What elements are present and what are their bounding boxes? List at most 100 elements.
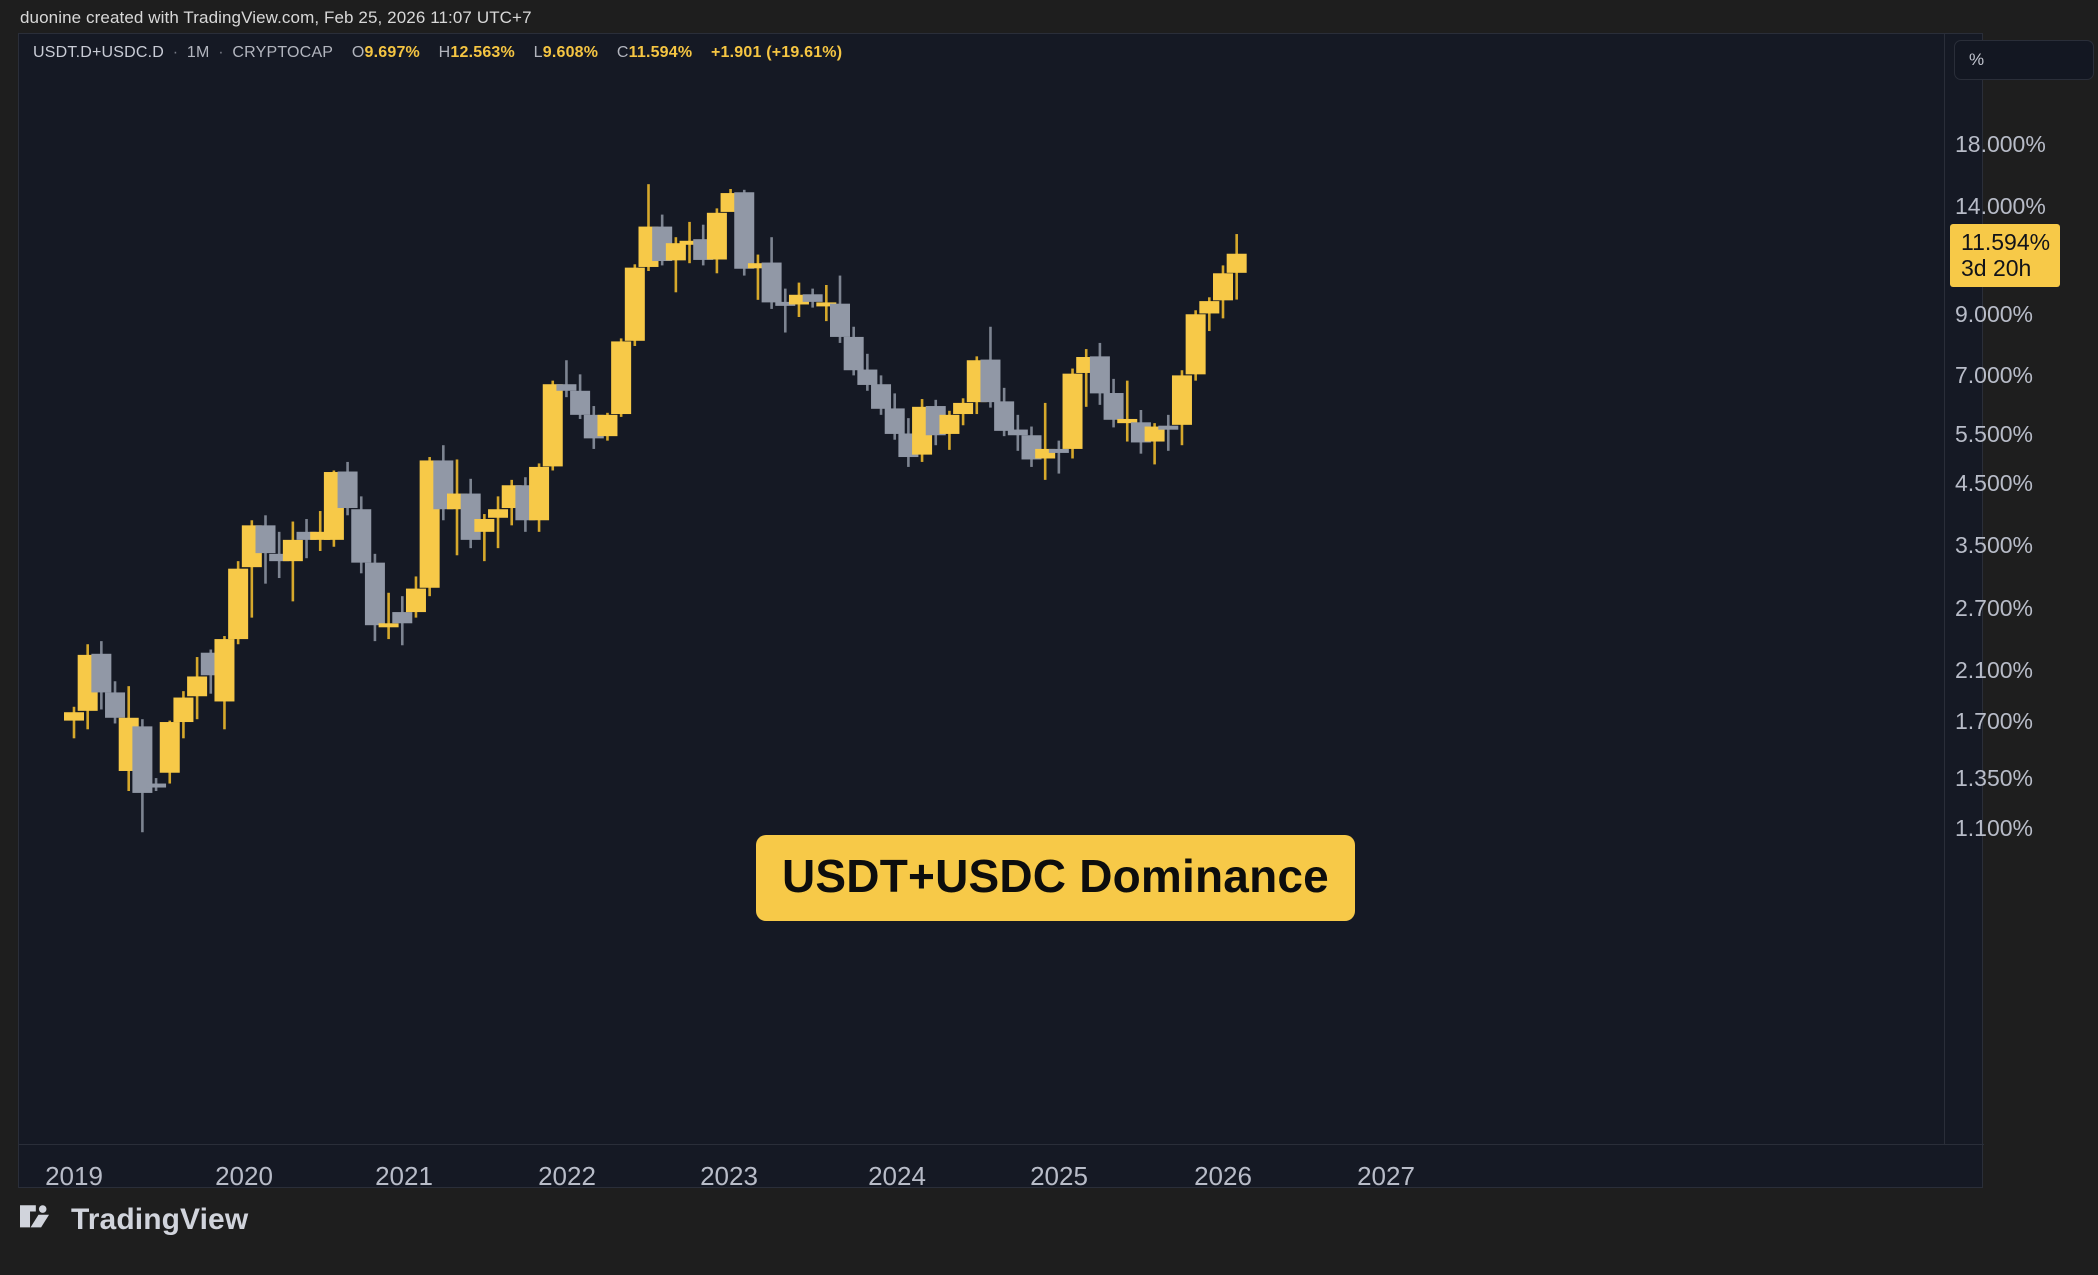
- price-axis-divider: [1944, 34, 1945, 1144]
- tradingview-wordmark: TradingView: [71, 1203, 249, 1236]
- candlestick: [337, 461, 358, 516]
- time-tick-label[interactable]: 2023: [700, 1161, 758, 1191]
- candlestick: [1089, 342, 1110, 405]
- candlestick: [1226, 234, 1247, 300]
- legend-low-label: L: [533, 44, 543, 61]
- candlestick: [460, 478, 481, 549]
- time-tick-label[interactable]: 2022: [538, 1161, 596, 1191]
- legend-symbol[interactable]: USDT.D+USDC.D: [33, 44, 165, 61]
- candlestick: [775, 288, 796, 333]
- current-price-tag: 11.594% 3d 20h: [1950, 223, 2061, 287]
- price-tick-label: 1.100%: [1955, 815, 2034, 841]
- legend-interval[interactable]: 1M: [186, 44, 210, 61]
- percent-unit-label: %: [1969, 50, 1985, 69]
- current-price-value: 11.594%: [1961, 228, 2051, 255]
- candlestick: [734, 189, 755, 276]
- candlestick: [761, 237, 782, 309]
- legend-close-value: 11.594%: [628, 44, 693, 61]
- candlestick: [392, 596, 413, 646]
- candlestick: [1158, 414, 1179, 451]
- time-tick-label[interactable]: 2024: [868, 1161, 926, 1191]
- candlestick: [364, 553, 385, 642]
- candlestick-series: [64, 184, 1247, 833]
- candlestick: [1117, 380, 1138, 442]
- candlestick: [802, 288, 823, 308]
- candlestick: [214, 636, 235, 730]
- candlestick: [173, 691, 194, 739]
- legend-high-value: 12.563%: [450, 44, 515, 61]
- candlestick: [980, 326, 1001, 408]
- candlestick: [747, 254, 768, 300]
- chart-legend[interactable]: USDT.D+USDC.D · 1M · CRYPTOCAP O9.697% H…: [33, 44, 842, 62]
- candlestick: [1144, 423, 1165, 465]
- time-tick-label[interactable]: 2025: [1030, 1161, 1088, 1191]
- time-tick-label[interactable]: 2021: [375, 1161, 433, 1191]
- candlestick: [939, 410, 960, 450]
- chart-title-text: USDT+USDC Dominance: [782, 850, 1329, 902]
- candlestick: [1062, 368, 1083, 459]
- candlestick: [146, 778, 167, 792]
- price-tick-label: 4.500%: [1955, 470, 2034, 497]
- candlestick: [830, 275, 850, 343]
- candlestick: [597, 412, 618, 441]
- candlestick: [378, 592, 399, 640]
- candlestick: [91, 641, 112, 710]
- candlestick: [665, 237, 686, 293]
- candlestick: [474, 514, 495, 562]
- price-tick-label: 2.100%: [1955, 656, 2034, 683]
- candlestick: [953, 398, 974, 426]
- candlestick: [529, 463, 550, 532]
- time-tick-label[interactable]: 2026: [1194, 1161, 1252, 1191]
- candlestick: [1185, 310, 1206, 381]
- candlestick: [706, 208, 727, 274]
- candlestick: [296, 519, 317, 559]
- price-tick-label: 18.000%: [1955, 131, 2046, 157]
- price-tick-label: 3.500%: [1955, 531, 2034, 558]
- candlestick: [1199, 297, 1220, 332]
- legend-close-label: C: [616, 44, 629, 61]
- price-tick-label: 2.700%: [1955, 595, 2034, 622]
- time-tick-label[interactable]: 2020: [215, 1161, 273, 1191]
- candlestick: [816, 284, 837, 322]
- candlestick: [132, 719, 153, 833]
- price-tick-label: 5.500%: [1955, 421, 2034, 448]
- legend-exchange: CRYPTOCAP: [232, 44, 334, 61]
- candlestick: [542, 380, 563, 471]
- candlestick: [64, 706, 84, 739]
- candlestick: [1171, 370, 1192, 446]
- candlestick: [351, 496, 372, 574]
- candlestick: [228, 561, 249, 645]
- chart-panel: USDT.D+USDC.D · 1M · CRYPTOCAP O9.697% H…: [18, 33, 2094, 1191]
- candlestick: [1035, 402, 1056, 480]
- candlestick: [884, 393, 905, 440]
- candlestick-plot-area[interactable]: [19, 34, 1944, 1144]
- tradingview-logo-icon: [20, 1205, 50, 1228]
- chart-title-label: USDT+USDC Dominance: [756, 835, 1355, 921]
- candlestick: [871, 375, 892, 415]
- tradingview-footer: TradingView: [20, 1203, 248, 1237]
- time-axis-divider: [19, 1144, 1984, 1145]
- percent-unit-badge[interactable]: %: [1954, 40, 2094, 80]
- time-tick-label[interactable]: 2019: [45, 1161, 103, 1191]
- candlestick: [679, 221, 700, 264]
- candlestick: [269, 531, 290, 579]
- candlestick: [994, 387, 1015, 437]
- legend-open-label: O: [351, 44, 365, 61]
- candlestick: [857, 353, 878, 391]
- candlestick: [1103, 378, 1124, 428]
- candlestick: [1048, 440, 1069, 474]
- candlestick: [282, 521, 303, 602]
- candlestick: [255, 515, 276, 584]
- candlestick: [556, 360, 577, 398]
- price-tick-label: 7.000%: [1955, 362, 2034, 389]
- candlestick: [624, 264, 645, 346]
- legend-low-value: 9.608%: [542, 44, 599, 61]
- candlestick: [1213, 265, 1233, 319]
- time-tick-label[interactable]: 2027: [1357, 1161, 1415, 1191]
- price-tick-label: 9.000%: [1955, 300, 2034, 327]
- candlestick: [488, 496, 509, 549]
- candlestick: [187, 657, 208, 720]
- bar-countdown: 3d 20h: [1961, 254, 2032, 281]
- candlestick: [1007, 414, 1028, 451]
